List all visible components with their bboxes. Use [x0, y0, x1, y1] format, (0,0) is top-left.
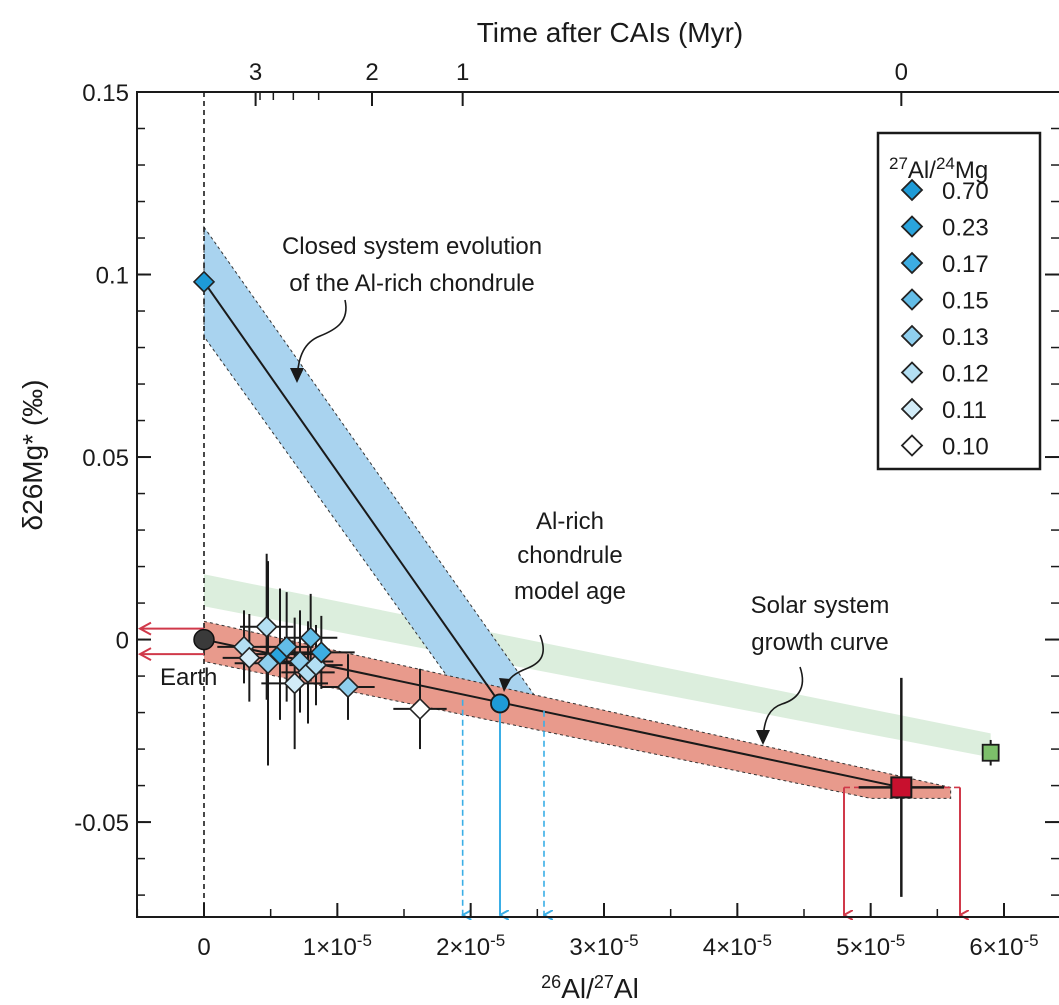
- x-axis-title-end: Al: [614, 973, 639, 1004]
- chondrule-point: [283, 672, 306, 695]
- green-point: [981, 743, 1000, 762]
- closed-system-line: [203, 281, 501, 705]
- x-tick-label-exp: -5: [757, 931, 772, 950]
- legend-title: 27Al/24Mg: [889, 154, 988, 185]
- model-age-annotation-line3: model age: [514, 578, 626, 605]
- x-tick-label: 1×10-5: [303, 931, 372, 962]
- legend-item-label: 0.17: [942, 251, 989, 278]
- x-tick-label-base: 4×10: [703, 934, 757, 961]
- legend-item-label: 0.10: [942, 434, 989, 461]
- closed-system-annotation-line2: of the Al-rich chondrule: [289, 270, 534, 297]
- green-growth-band: [204, 574, 991, 758]
- closed-pointer-head: [290, 368, 304, 383]
- x-tick-label-exp: -5: [1023, 931, 1038, 950]
- legend-marker-diamond: [900, 178, 924, 202]
- top-tick-label: 3: [249, 59, 262, 86]
- legend-title-sup2: 24: [936, 154, 955, 173]
- x-tick-label-base: 2×10: [436, 934, 490, 961]
- legend: 27Al/24Mg 0.700.230.170.150.130.120.110.…: [876, 131, 1042, 471]
- y-tick-label: -0.05: [74, 810, 129, 837]
- x-tick-label: 4×10-5: [703, 931, 772, 962]
- top-tick-label: 2: [365, 59, 378, 86]
- earth-point: [193, 628, 215, 651]
- earth-arrow-head: [137, 647, 152, 662]
- solar-pointer-head: [756, 730, 770, 745]
- arrows-layer: [137, 621, 960, 915]
- closed-pointer-arrow: [296, 299, 347, 381]
- legend-marker-diamond: [900, 251, 924, 275]
- legend-marker-diamond: [900, 434, 924, 457]
- x-tick-label-exp: -5: [623, 931, 638, 950]
- x-axis-title-sup2: 27: [594, 972, 614, 992]
- legend-marker-diamond: [900, 324, 924, 348]
- y-tick-label: 0.1: [96, 263, 129, 290]
- chondrule-point: [408, 697, 432, 721]
- bands-layer: [203, 92, 991, 917]
- x-tick-label-base: 3×10: [569, 934, 623, 961]
- x-tick-label-base: 1×10: [303, 934, 357, 961]
- legend-item-label: 0.70: [942, 178, 989, 205]
- earth-annotation: Earth: [160, 664, 217, 691]
- legend-title-sup1: 27: [889, 154, 908, 173]
- x-tick-label-base: 5×10: [836, 934, 890, 961]
- x-tick-label: 5×10-5: [836, 931, 905, 962]
- legend-item-label: 0.23: [942, 215, 989, 242]
- x-axis-title: 26Al/27Al: [541, 972, 639, 1004]
- chondrule-point: [336, 675, 360, 699]
- x-axis-title-sup1: 26: [541, 972, 561, 992]
- chondrule-point: [310, 641, 333, 664]
- x-tick-label: 0: [197, 934, 210, 961]
- chondrule-point: [255, 615, 278, 638]
- solar-pointer-arrow: [762, 666, 804, 741]
- model-pointer-head: [499, 678, 511, 692]
- legend-title-end: Mg: [955, 157, 988, 184]
- chondrule-point: [275, 635, 298, 658]
- cai-point: [890, 776, 913, 799]
- x-tick-label: 3×10-5: [569, 931, 638, 962]
- x-tick-label: 6×10-5: [969, 931, 1038, 962]
- legend-items: 0.70 0.23 0.17 0.15 0.13 0.12 0.11 0.10: [900, 178, 989, 461]
- chondrule-point: [238, 646, 261, 669]
- legend-marker-diamond: [900, 215, 924, 238]
- legend-item-label: 0.13: [942, 324, 989, 351]
- earth-arrow-head: [137, 621, 152, 636]
- y-tick-label: 0: [116, 628, 129, 655]
- x-tick-label: 2×10-5: [436, 931, 505, 962]
- legend-marker-diamond: [900, 288, 924, 311]
- legend-item-label: 0.12: [942, 361, 989, 388]
- model-age-annotation-line2: chondrule: [517, 542, 622, 569]
- y-axis-title: δ26Mg* (‰): [17, 380, 48, 531]
- top-tick-label: 0: [895, 59, 908, 86]
- legend-item-label: 0.15: [942, 288, 989, 315]
- legend-marker-diamond: [900, 397, 924, 421]
- solar-annotation-line1: Solar system: [751, 592, 890, 619]
- x-tick-label-exp: -5: [357, 931, 372, 950]
- x-tick-label-base: 6×10: [969, 934, 1023, 961]
- x-tick-label-exp: -5: [890, 931, 905, 950]
- solar-annotation-line2: growth curve: [751, 629, 888, 656]
- x-axis-title-base: Al/: [561, 973, 594, 1004]
- x-tick-label-base: 0: [197, 934, 210, 961]
- chondrule-point: [299, 626, 322, 649]
- model-age-point: [490, 693, 510, 714]
- points-layer: [192, 270, 1000, 897]
- legend-marker-diamond: [900, 361, 924, 384]
- y-tick-label: 0.15: [82, 80, 129, 107]
- top-axis-title: Time after CAIs (Myr): [477, 17, 744, 48]
- chondrule-point: [192, 270, 216, 293]
- model-age-annotation-line1: Al-rich: [536, 508, 604, 535]
- y-tick-label: 0.05: [82, 445, 129, 472]
- legend-item-label: 0.11: [942, 397, 987, 424]
- ticks-layer: 0 1×10-5 2×10-5 3×10-5 4×10-5 5×10-5 6×10-50.1…: [74, 59, 1059, 961]
- x-tick-label-exp: -5: [490, 931, 505, 950]
- top-tick-label: 1: [456, 59, 469, 86]
- closed-system-annotation-line1: Closed system evolution: [282, 233, 542, 260]
- annotations-layer: Closed system evolution of the Al-rich c…: [160, 233, 889, 745]
